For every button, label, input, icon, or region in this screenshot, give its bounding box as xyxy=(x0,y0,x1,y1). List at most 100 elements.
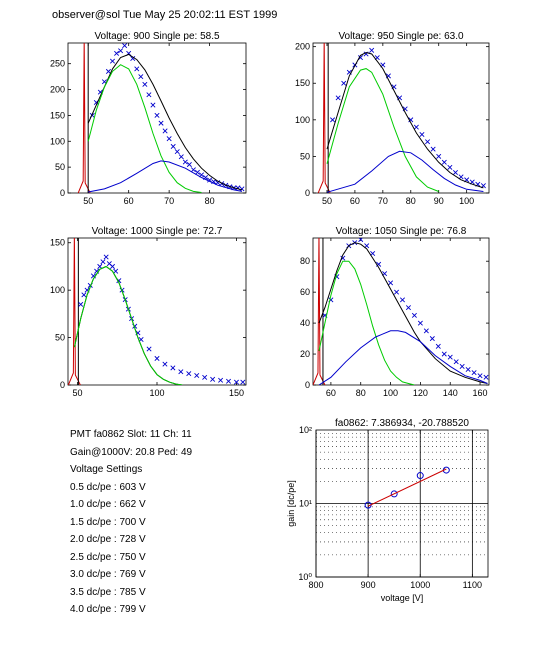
data-point xyxy=(335,95,341,101)
plot-frame xyxy=(67,237,247,386)
y-tick-label: 150 xyxy=(50,238,65,248)
single-curve xyxy=(73,265,183,385)
data-point xyxy=(425,139,431,145)
data-point xyxy=(190,167,196,173)
single-curve xyxy=(318,260,415,385)
data-point xyxy=(441,351,447,357)
chart-2 xyxy=(312,42,490,194)
data-point xyxy=(453,359,459,365)
info-line: PMT fa0862 Slot: 11 Ch: 11 xyxy=(70,429,192,440)
y-tick-label: 0 xyxy=(60,188,65,198)
info-line: 0.5 dc/pe : 603 V xyxy=(70,481,146,493)
data-point xyxy=(154,355,160,361)
data-point xyxy=(417,320,423,326)
data-point xyxy=(109,58,116,64)
chart-plot-area xyxy=(313,238,489,385)
data-point xyxy=(399,297,406,303)
x-tick-label: 100 xyxy=(149,388,164,398)
y-tick-label: 0 xyxy=(305,188,310,198)
data-point xyxy=(447,354,453,360)
info-line: Gain@1000V: 20.8 Ped: 49 xyxy=(70,446,193,458)
data-point xyxy=(109,263,116,269)
data-point xyxy=(114,50,120,56)
data-point xyxy=(233,379,239,385)
plot-frame xyxy=(312,42,490,194)
chart-title: fa0862: 7.386934, -20.788520 xyxy=(335,418,469,429)
data-point xyxy=(369,47,375,53)
x-axis-label: voltage [V] xyxy=(381,593,424,603)
data-point xyxy=(423,328,429,334)
data-point xyxy=(170,143,176,149)
data-point xyxy=(100,259,106,265)
y-tick-label: 80 xyxy=(300,256,310,266)
single-curve xyxy=(326,68,439,192)
y-tick-label: 40 xyxy=(300,318,310,328)
x-tick-label: 800 xyxy=(308,580,323,590)
x-tick-label: 140 xyxy=(443,388,458,398)
chart-5 xyxy=(315,429,489,578)
chart-title: Voltage: 950 Single pe: 63.0 xyxy=(338,31,464,42)
data-point xyxy=(182,159,188,165)
x-tick-label: 150 xyxy=(229,388,244,398)
y-tick-label: 100 xyxy=(50,136,65,146)
plot-frame xyxy=(312,237,490,386)
y-tick-label: 50 xyxy=(300,151,310,161)
info-line: 4.0 dc/pe : 799 V xyxy=(70,604,146,615)
data-point xyxy=(225,378,232,384)
data-point xyxy=(97,263,103,269)
data-point xyxy=(186,162,192,168)
chart-title: Voltage: 900 Single pe: 58.5 xyxy=(94,31,220,42)
data-point xyxy=(113,268,119,274)
pedestal-peak xyxy=(77,43,91,193)
data-point xyxy=(103,254,109,260)
gainfit-curve xyxy=(367,468,447,507)
data-point xyxy=(441,159,447,165)
double-curve xyxy=(318,330,488,385)
data-point xyxy=(170,365,176,371)
chart-1 xyxy=(67,42,247,194)
pedestal-peak xyxy=(313,238,326,385)
pedestal-peak xyxy=(317,43,331,193)
fit-curve xyxy=(87,53,243,191)
data-point xyxy=(358,238,364,243)
single-curve xyxy=(87,64,202,193)
data-point xyxy=(429,336,435,342)
x-tick-label: 80 xyxy=(406,196,416,206)
y-tick-label: 0 xyxy=(60,380,65,390)
x-tick-label: 70 xyxy=(378,196,388,206)
data-point xyxy=(465,367,471,373)
data-point xyxy=(194,372,200,379)
data-point xyxy=(130,55,136,62)
x-tick-label: 80 xyxy=(205,196,215,206)
fit-curve xyxy=(73,265,183,385)
data-point xyxy=(411,312,417,318)
chart-title: Voltage: 1050 Single pe: 76.8 xyxy=(336,226,467,237)
y-tick-label: 250 xyxy=(50,59,65,69)
data-point xyxy=(178,154,184,160)
info-line: 1.5 dc/pe : 700 V xyxy=(70,516,146,528)
x-tick-label: 60 xyxy=(124,196,134,206)
y-tick-label: 100 xyxy=(295,115,310,125)
x-tick-label: 50 xyxy=(83,196,93,206)
data-point xyxy=(154,112,160,118)
data-point xyxy=(178,369,184,375)
data-point xyxy=(162,361,168,367)
y-tick-label: 20 xyxy=(300,349,310,359)
x-tick-label: 80 xyxy=(356,388,366,398)
y-tick-label: 200 xyxy=(295,42,310,52)
info-line: 1.0 dc/pe : 662 V xyxy=(70,499,146,510)
data-point xyxy=(218,377,224,383)
data-point xyxy=(452,169,458,176)
data-point xyxy=(471,370,477,376)
data-point xyxy=(146,346,152,352)
data-point xyxy=(408,117,414,123)
y-tick-label: 50 xyxy=(55,333,65,343)
y-tick-label: 150 xyxy=(50,110,65,120)
double-curve xyxy=(326,150,484,193)
info-line: 2.5 dc/pe : 750 V xyxy=(70,551,146,563)
data-point xyxy=(210,376,216,382)
data-point xyxy=(477,373,483,379)
chart-plot-area xyxy=(364,466,450,509)
data-point xyxy=(134,66,140,72)
